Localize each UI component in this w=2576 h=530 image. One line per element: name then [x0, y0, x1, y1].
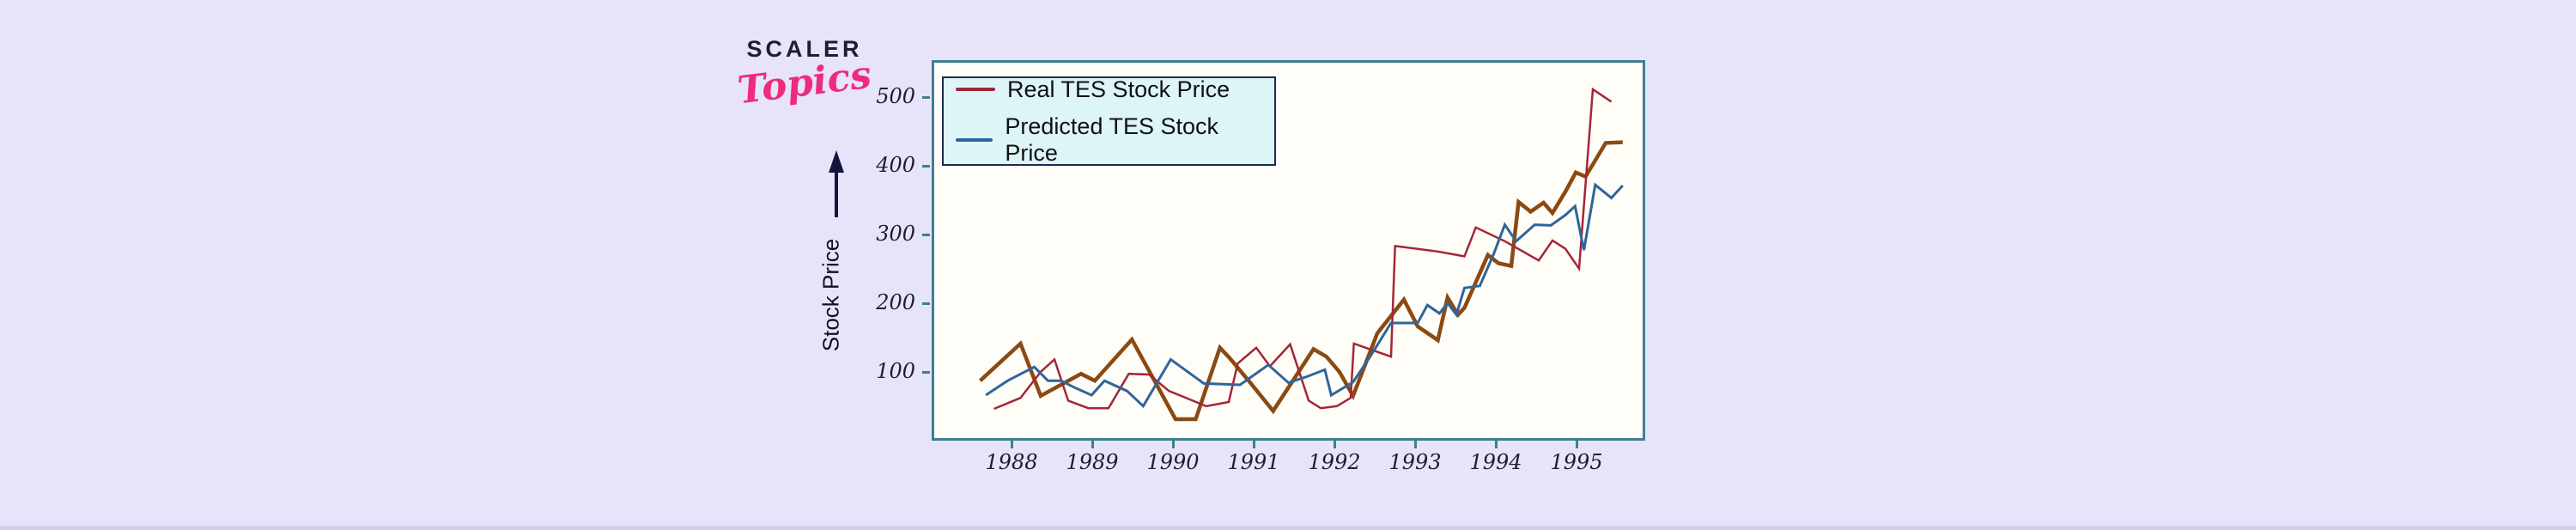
legend-item-predicted: Predicted TES Stock Price	[956, 113, 1262, 167]
logo-text-scaler: SCALER	[746, 36, 863, 62]
y-tick-label-500: 500	[876, 84, 915, 108]
legend-label-predicted: Predicted TES Stock Price	[1005, 113, 1219, 166]
legend: Real TES Stock Price Predicted TES Stock…	[942, 76, 1276, 166]
x-tick-label-1988: 1988	[985, 450, 1038, 474]
legend-line-real-icon	[956, 88, 995, 91]
y-tick-label-300: 300	[876, 222, 915, 246]
x-tick-mark-1990	[1171, 441, 1175, 448]
y-tick-mark-400	[922, 164, 930, 168]
y-tick-mark-200	[922, 302, 930, 305]
up-arrow-icon	[829, 150, 844, 217]
x-tick-label-1995: 1995	[1550, 450, 1603, 474]
x-tick-label-1991: 1991	[1227, 450, 1280, 474]
x-tick-label-1989: 1989	[1066, 450, 1119, 474]
scaler-topics-logo: SCALER Topics	[732, 36, 878, 113]
x-tick-mark-1992	[1333, 441, 1336, 448]
x-tick-mark-1994	[1494, 441, 1498, 448]
x-tick-label-1994: 1994	[1469, 450, 1522, 474]
plot-area: Real TES Stock Price Predicted TES Stock…	[932, 60, 1645, 441]
y-tick-mark-300	[922, 233, 930, 236]
y-tick-label-200: 200	[876, 290, 915, 314]
x-tick-mark-1989	[1091, 441, 1094, 448]
series-line-predicted-tes-stock-price	[985, 182, 1624, 409]
series-line-real-tes-stock-price	[993, 87, 1613, 411]
x-tick-mark-1991	[1252, 441, 1255, 448]
y-tick-label-400: 400	[876, 153, 915, 177]
bottom-accent-bar	[0, 526, 2576, 530]
x-tick-mark-1988	[1010, 441, 1013, 448]
legend-label-real: Real TES Stock Price	[1007, 76, 1230, 102]
legend-line-predicted-icon	[956, 137, 993, 142]
series-line-unlabeled-0	[978, 140, 1623, 422]
y-tick-mark-100	[922, 370, 930, 374]
plot-series-svg	[978, 87, 1624, 422]
x-tick-label-1990: 1990	[1146, 450, 1200, 474]
y-tick-label-100: 100	[876, 359, 915, 383]
x-tick-mark-1995	[1575, 441, 1578, 448]
x-tick-mark-1993	[1413, 441, 1417, 448]
x-tick-label-1993: 1993	[1388, 450, 1442, 474]
y-tick-mark-500	[922, 95, 930, 99]
legend-item-real: Real TES Stock Price	[956, 76, 1262, 103]
x-tick-label-1992: 1992	[1308, 450, 1361, 474]
